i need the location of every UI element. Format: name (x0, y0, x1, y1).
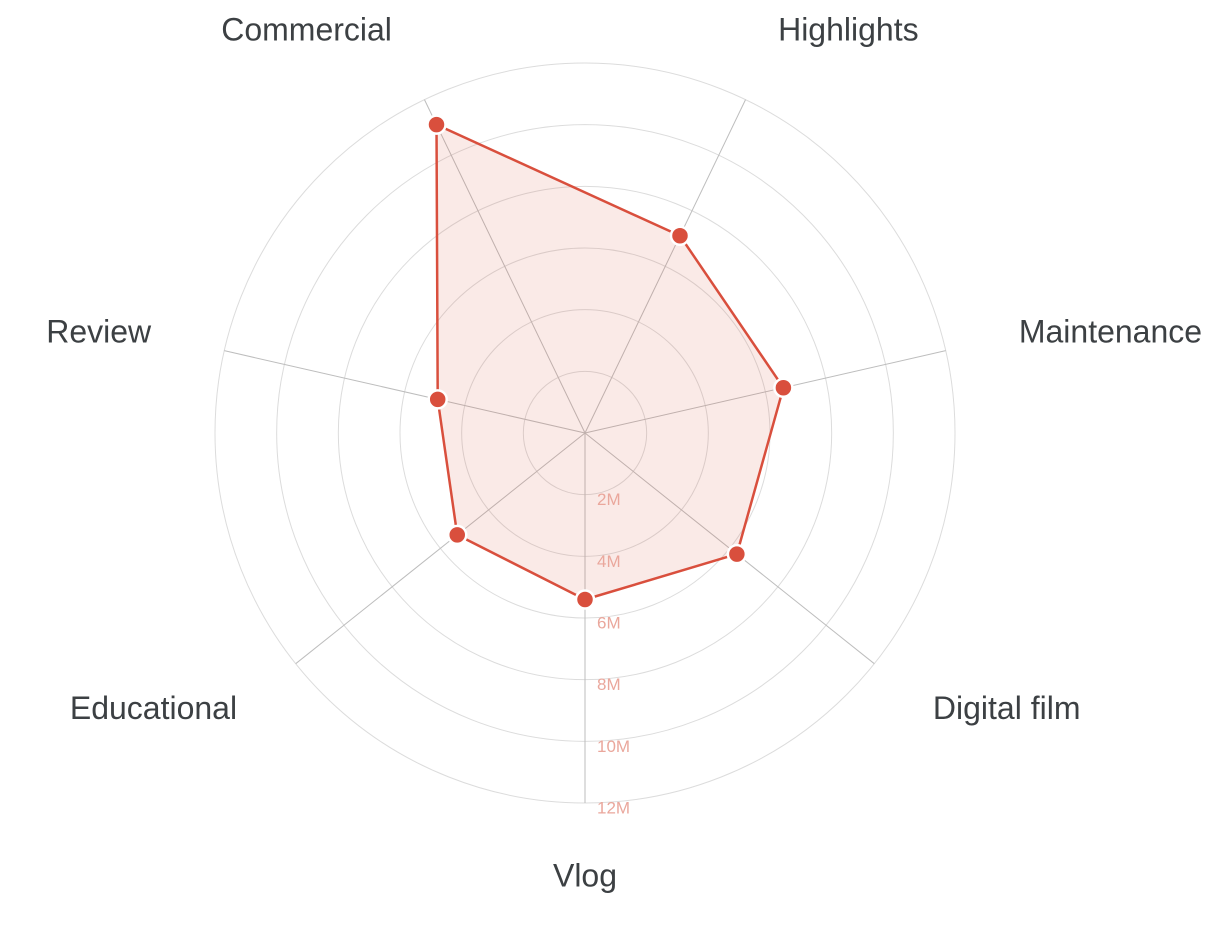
spoke (295, 432, 586, 665)
category-label: Vlog (553, 857, 617, 893)
spoke (584, 99, 746, 434)
spoke (224, 350, 586, 434)
spoke (584, 350, 946, 434)
r-tick-label: 12M (597, 798, 630, 817)
r-tick-label: 2M (597, 490, 621, 509)
data-point (574, 589, 596, 610)
category-label: Maintenance (1019, 313, 1202, 349)
data-point (669, 225, 691, 247)
data-point (446, 524, 468, 546)
r-tick-label: 4M (597, 552, 621, 571)
category-label: Highlights (778, 12, 919, 48)
data-point (426, 114, 447, 135)
category-label: Review (46, 313, 152, 349)
data-point (726, 543, 748, 565)
category-label: Commercial (221, 12, 392, 48)
r-tick-label: 6M (597, 613, 621, 632)
data-point (427, 389, 448, 410)
spoke (424, 99, 586, 434)
category-label: Digital film (933, 690, 1081, 726)
radar-area (435, 123, 785, 601)
category-label: Educational (70, 690, 237, 726)
r-tick-label: 8M (597, 675, 621, 694)
r-tick-label: 10M (597, 737, 630, 756)
data-point (773, 377, 794, 398)
